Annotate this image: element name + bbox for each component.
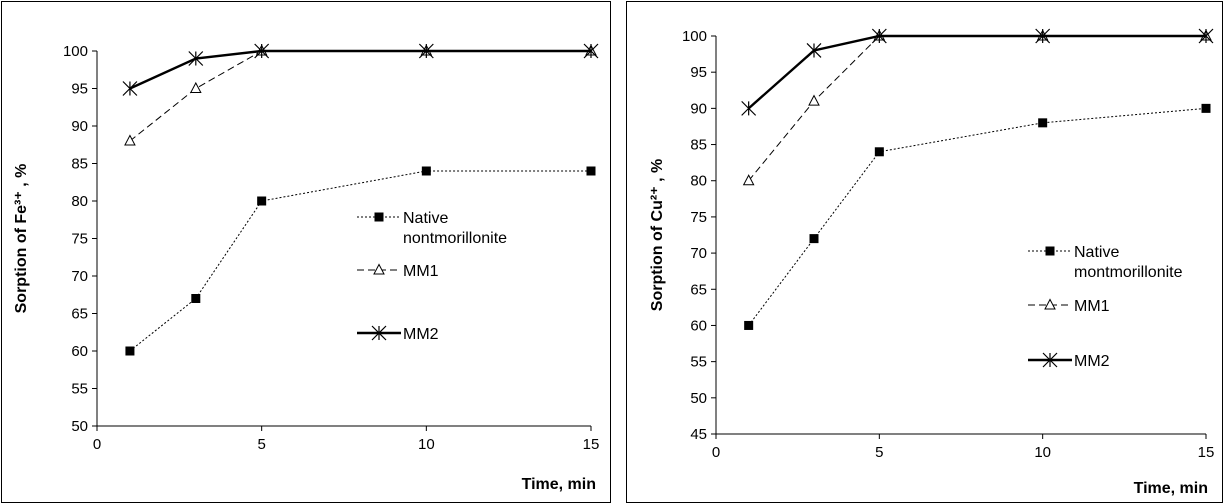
legend-marker — [374, 212, 384, 222]
legend-label: montmorillonite — [1074, 264, 1183, 281]
data-point — [1038, 118, 1048, 128]
y-tick-label: 75 — [690, 209, 707, 226]
legend-entry: Native montmorillonite — [1028, 244, 1183, 281]
data-point — [744, 320, 754, 330]
legend-label: Native — [1074, 244, 1119, 261]
data-point — [809, 234, 819, 244]
x-tick-label: 0 — [93, 436, 101, 453]
x-tick-label: 15 — [583, 436, 600, 453]
y-tick-label: 70 — [690, 245, 707, 262]
chart-panel-2: 45 50 55 60 65 70 75 80 85 90 95 100 0 5 10 15 Time, min… — [626, 1, 1223, 503]
data-point — [418, 43, 434, 59]
legend-entry: MM2 — [1028, 352, 1110, 370]
y-tick-label: 90 — [690, 100, 707, 117]
y-axis-title: Sorption of Fe³⁺ , % — [13, 164, 30, 314]
legend-entry: MM1 — [1028, 298, 1110, 315]
series-native-nontmorillonite — [125, 166, 596, 356]
legend-label: nontmorillonite — [403, 230, 507, 247]
y-tick-label: 55 — [71, 381, 88, 398]
series-native-montmorillonite — [744, 103, 1211, 330]
y-tick-label: 75 — [71, 231, 88, 248]
chart-panel-1: 50 55 60 65 70 75 80 85 90 95 100 0 5 10 15 Time, min So… — [1, 1, 611, 503]
y-tick-label: 80 — [71, 193, 88, 210]
legend-marker — [1044, 298, 1056, 310]
series-mm2 — [122, 43, 599, 96]
legend-label: MM2 — [403, 326, 439, 343]
legend-label: MM2 — [1074, 353, 1110, 370]
data-point — [808, 94, 820, 106]
data-point — [122, 81, 138, 96]
data-point — [871, 28, 887, 44]
x-axis-title: Time, min — [1134, 480, 1208, 497]
legend-label: MM1 — [403, 263, 439, 280]
y-tick-label: 65 — [71, 306, 88, 323]
x-tick-label: 0 — [712, 444, 720, 461]
data-point — [1198, 28, 1214, 44]
x-tick-label: 10 — [1034, 444, 1051, 461]
data-point — [254, 43, 270, 59]
data-point — [257, 196, 267, 206]
data-point — [1201, 103, 1211, 113]
y-axis-title: Sorption of Cu²⁺ , % — [649, 159, 666, 311]
legend-entry: Native nontmorillonite — [357, 210, 507, 247]
data-point — [189, 81, 202, 93]
legend-marker — [1045, 246, 1055, 256]
y-tick-label: 85 — [71, 156, 88, 173]
y-tick-label: 55 — [690, 354, 707, 371]
x-tick-label: 5 — [875, 444, 883, 461]
data-point — [586, 166, 596, 176]
y-tick-label: 100 — [682, 28, 707, 45]
y-tick-label: 50 — [71, 418, 88, 435]
series-mm2 — [741, 28, 1214, 116]
y-tick-label: 50 — [690, 390, 707, 407]
y-tick-label: 95 — [71, 81, 88, 98]
legend-entry: MM2 — [357, 325, 439, 343]
x-tick-label: 15 — [1198, 444, 1215, 461]
y-tick-label: 85 — [690, 137, 707, 154]
legend-label: Native — [403, 210, 448, 227]
y-tick-label: 100 — [63, 43, 88, 60]
legend-marker — [1042, 352, 1058, 368]
y-tick-label: 90 — [71, 118, 88, 135]
y-tick-label: 60 — [71, 343, 88, 360]
chart-frame — [1, 1, 611, 503]
legend-marker — [371, 325, 387, 341]
data-point — [583, 43, 599, 59]
data-point — [1035, 28, 1051, 44]
legend-entry: MM1 — [357, 263, 439, 280]
y-tick-label: 60 — [690, 317, 707, 334]
y-tick-label: 70 — [71, 268, 88, 285]
data-point — [806, 43, 822, 58]
data-point — [188, 51, 204, 66]
x-tick-label: 5 — [257, 436, 265, 453]
data-point — [125, 346, 135, 356]
legend-label: MM1 — [1074, 298, 1110, 315]
data-point — [421, 166, 431, 176]
y-tick-label: 95 — [690, 64, 707, 81]
y-tick-label: 65 — [690, 281, 707, 298]
y-tick-label: 45 — [690, 426, 707, 443]
data-point — [124, 134, 136, 146]
data-point — [741, 100, 757, 116]
x-tick-label: 10 — [418, 436, 435, 453]
chart-frame — [626, 1, 1223, 503]
legend-marker — [373, 263, 385, 275]
data-point — [874, 147, 884, 157]
y-tick-label: 80 — [690, 173, 707, 190]
x-axis-title: Time, min — [522, 476, 596, 493]
data-point — [742, 174, 755, 186]
data-point — [191, 294, 201, 303]
